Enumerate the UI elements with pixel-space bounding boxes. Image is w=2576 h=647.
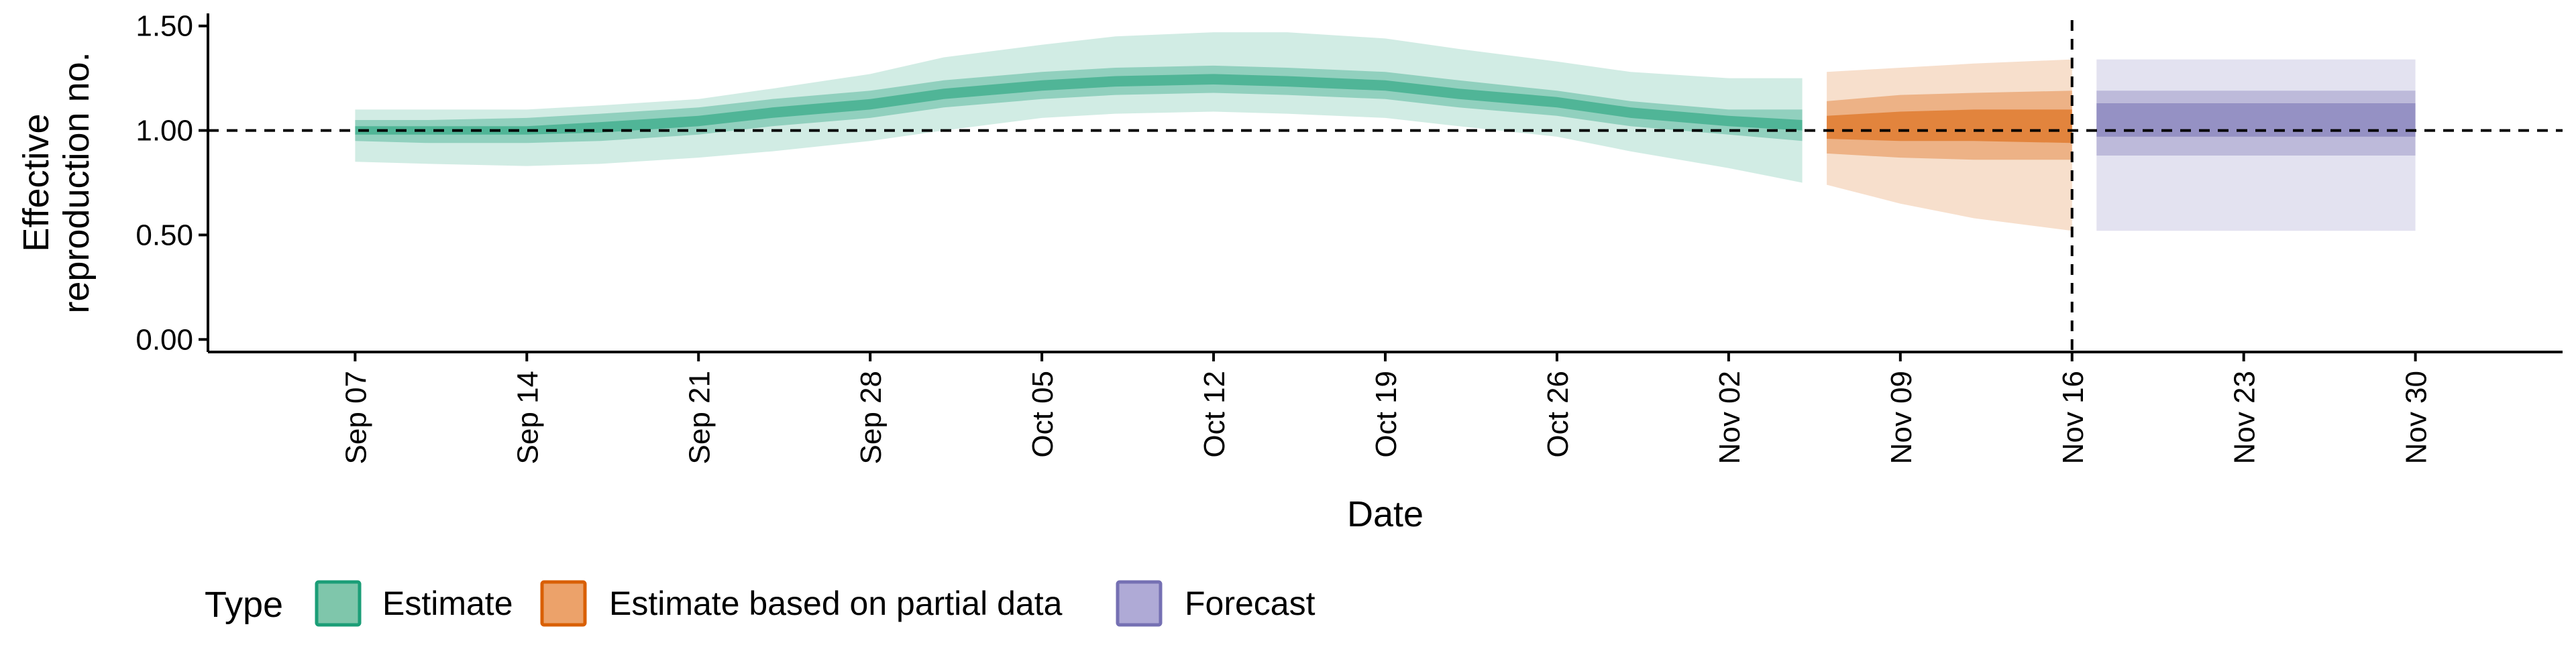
legend: Type Estimate Estimate based on partial d… — [205, 580, 1316, 627]
y-axis-title-line-2: reproduction no. — [56, 52, 97, 313]
legend-key-1 — [315, 580, 362, 627]
x-tick-label: Oct 05 — [1026, 371, 1059, 458]
x-tick-label: Oct 12 — [1198, 371, 1231, 458]
x-tick-label: Sep 21 — [683, 371, 716, 464]
estimate-based-on-partial-data-band-1 — [1827, 59, 2072, 231]
x-tick-label: Sep 07 — [339, 371, 372, 464]
y-tick-label: 0.50 — [136, 219, 193, 251]
bands-layer — [355, 32, 2416, 231]
axis-labels: Date Effective reproduction no. — [16, 52, 1424, 534]
estimate-band-3 — [355, 74, 1803, 135]
y-tick-label: 1.00 — [136, 115, 193, 148]
reference-lines — [208, 20, 2563, 352]
x-tick-label: Nov 16 — [2057, 371, 2090, 464]
forecast-band-3 — [2096, 103, 2416, 137]
x-tick-label: Nov 30 — [2400, 371, 2433, 464]
y-tick-label: 1.50 — [136, 10, 193, 43]
legend-key-2 — [540, 580, 587, 627]
x-tick-label: Nov 02 — [1713, 371, 1746, 464]
estimate-based-on-partial-data-band-3 — [1827, 109, 2072, 143]
x-tick-label: Oct 26 — [1542, 371, 1574, 458]
legend-label-3: Forecast — [1185, 585, 1316, 622]
y-axis-title-line-1: Effective — [16, 113, 56, 251]
x-tick-label: Sep 28 — [855, 371, 888, 464]
x-tick-label: Nov 09 — [1885, 371, 1918, 464]
x-axis-title: Date — [1347, 494, 1424, 534]
x-tick-label: Sep 14 — [511, 371, 544, 464]
legend-label-1: Estimate — [382, 585, 513, 622]
legend-label-2: Estimate based on partial data — [609, 585, 1063, 622]
x-tick-label: Nov 23 — [2229, 371, 2261, 464]
y-tick-label: 0.00 — [136, 323, 193, 356]
axes: 0.00 0.50 1.00 1.50 Sep 07 Sep 14 Sep 21 Sep 28… — [136, 10, 2563, 464]
forecast-band-1 — [2096, 59, 2416, 231]
legend-key-3 — [1116, 580, 1163, 627]
estimate-band-1 — [355, 32, 1803, 183]
x-tick-label: Oct 19 — [1370, 371, 1403, 458]
legend-title: Type — [205, 585, 283, 625]
